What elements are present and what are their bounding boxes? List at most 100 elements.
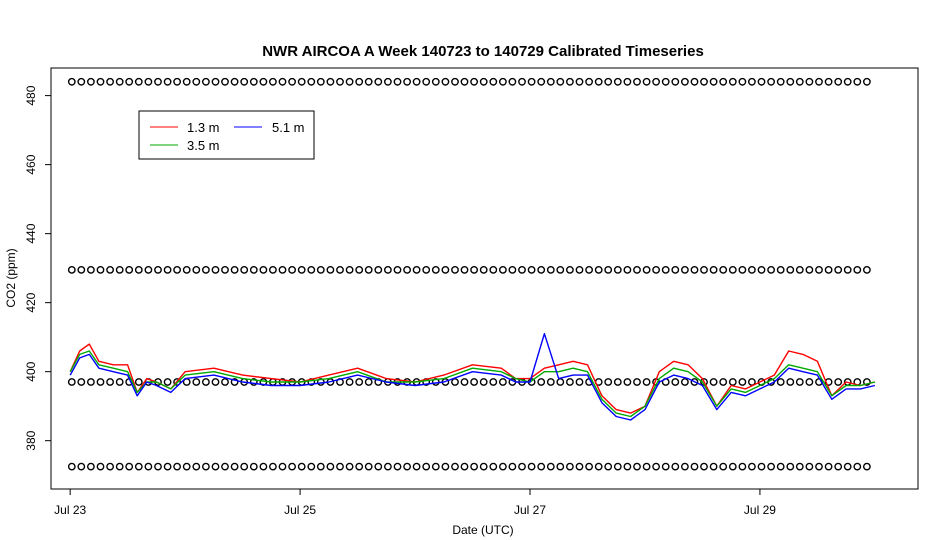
calibration-marker-2-27 bbox=[326, 265, 335, 274]
calibration-marker-2-60 bbox=[642, 265, 651, 274]
calibration-marker-3-79 bbox=[824, 77, 833, 86]
calibration-marker-3-76 bbox=[795, 77, 804, 86]
calibration-marker-0-1 bbox=[77, 462, 86, 471]
calibration-marker-2-45 bbox=[498, 265, 507, 274]
calibration-marker-3-40 bbox=[451, 77, 459, 86]
calibration-marker-3-62 bbox=[661, 77, 670, 86]
calibration-marker-2-5 bbox=[115, 265, 124, 274]
calibration-marker-0-2 bbox=[87, 462, 95, 471]
calibration-marker-0-64 bbox=[681, 462, 689, 471]
calibration-marker-1-29 bbox=[345, 378, 354, 386]
calibration-marker-1-17 bbox=[230, 378, 239, 386]
calibration-marker-2-47 bbox=[518, 265, 526, 274]
calibration-marker-1-70 bbox=[738, 378, 747, 386]
calibration-marker-0-35 bbox=[403, 462, 411, 471]
x-tick-label-0: Jul 23 bbox=[54, 503, 86, 517]
calibration-marker-2-76 bbox=[795, 265, 804, 274]
calibration-marker-1-67 bbox=[709, 378, 718, 386]
calibration-marker-3-67 bbox=[709, 77, 718, 86]
calibration-marker-0-9 bbox=[154, 462, 162, 471]
calibration-marker-2-23 bbox=[288, 265, 296, 274]
calibration-marker-2-59 bbox=[633, 265, 641, 274]
calibration-marker-2-38 bbox=[431, 265, 440, 274]
calibration-marker-3-11 bbox=[173, 77, 182, 86]
legend-label-3-5m: 3.5 m bbox=[187, 138, 220, 153]
calibration-marker-0-21 bbox=[268, 462, 277, 471]
calibration-marker-0-10 bbox=[163, 462, 172, 471]
calibration-marker-3-60 bbox=[642, 77, 651, 86]
calibration-marker-1-10 bbox=[163, 378, 172, 386]
calibration-marker-1-30 bbox=[355, 378, 364, 386]
calibration-marker-0-59 bbox=[633, 462, 641, 471]
calibration-marker-1-76 bbox=[795, 378, 804, 386]
calibration-marker-3-41 bbox=[460, 77, 469, 86]
calibration-marker-2-66 bbox=[700, 265, 708, 274]
calibration-marker-3-2 bbox=[87, 77, 95, 86]
calibration-marker-2-33 bbox=[383, 265, 392, 274]
calibration-marker-3-27 bbox=[326, 77, 335, 86]
calibration-marker-3-66 bbox=[700, 77, 708, 86]
calibration-marker-3-43 bbox=[479, 77, 488, 86]
calibration-marker-2-48 bbox=[527, 265, 536, 274]
calibration-marker-0-53 bbox=[575, 462, 584, 471]
calibration-marker-0-68 bbox=[719, 462, 728, 471]
calibration-marker-2-62 bbox=[661, 265, 670, 274]
calibration-marker-2-41 bbox=[460, 265, 469, 274]
calibration-marker-3-20 bbox=[259, 77, 268, 86]
calibration-marker-0-28 bbox=[336, 462, 344, 471]
calibration-marker-2-74 bbox=[776, 265, 785, 274]
calibration-marker-2-72 bbox=[757, 265, 766, 274]
calibration-marker-2-51 bbox=[556, 265, 565, 274]
calibration-marker-1-58 bbox=[623, 378, 632, 386]
calibration-marker-0-0 bbox=[67, 462, 76, 471]
calibration-marker-2-49 bbox=[537, 265, 546, 274]
calibration-marker-2-18 bbox=[240, 265, 249, 274]
calibration-marker-3-10 bbox=[163, 77, 172, 86]
calibration-marker-2-78 bbox=[815, 265, 823, 274]
calibration-marker-2-65 bbox=[690, 265, 699, 274]
calibration-marker-1-14 bbox=[201, 378, 210, 386]
calibration-marker-0-24 bbox=[297, 462, 306, 471]
calibration-marker-1-16 bbox=[221, 378, 229, 386]
calibration-marker-2-61 bbox=[652, 265, 660, 274]
calibration-marker-3-80 bbox=[834, 77, 843, 86]
calibration-marker-0-83 bbox=[863, 462, 871, 471]
calibration-marker-0-46 bbox=[508, 462, 517, 471]
calibration-marker-2-71 bbox=[748, 265, 756, 274]
calibration-marker-0-41 bbox=[460, 462, 469, 471]
calibration-marker-1-80 bbox=[834, 378, 843, 386]
calibration-marker-0-34 bbox=[393, 462, 402, 471]
calibration-marker-0-33 bbox=[383, 462, 392, 471]
calibration-marker-2-58 bbox=[623, 265, 632, 274]
calibration-marker-3-33 bbox=[383, 77, 392, 86]
calibration-marker-2-79 bbox=[824, 265, 833, 274]
calibration-marker-3-21 bbox=[268, 77, 277, 86]
calibration-marker-2-7 bbox=[134, 265, 143, 274]
calibration-marker-2-4 bbox=[106, 265, 115, 274]
calibration-marker-3-9 bbox=[154, 77, 162, 86]
calibration-marker-3-3 bbox=[96, 77, 105, 86]
legend: 1.3 m 5.1 m 3.5 m bbox=[138, 110, 315, 160]
calibration-marker-0-60 bbox=[642, 462, 651, 471]
calibration-marker-2-21 bbox=[268, 265, 277, 274]
calibration-marker-2-39 bbox=[441, 265, 450, 274]
calibration-marker-3-54 bbox=[585, 77, 593, 86]
calibration-marker-1-31 bbox=[364, 378, 373, 386]
calibration-marker-0-52 bbox=[566, 462, 574, 471]
calibration-marker-0-49 bbox=[537, 462, 546, 471]
calibration-marker-0-12 bbox=[182, 462, 191, 471]
calibration-marker-2-19 bbox=[249, 265, 258, 274]
calibration-marker-1-41 bbox=[460, 378, 469, 386]
calibration-marker-2-10 bbox=[163, 265, 172, 274]
calibration-marker-3-8 bbox=[144, 77, 153, 86]
calibration-marker-3-58 bbox=[623, 77, 632, 86]
calibration-marker-0-31 bbox=[364, 462, 373, 471]
calibration-marker-3-0 bbox=[67, 77, 76, 86]
y-tick-label-3: 440 bbox=[24, 223, 38, 243]
calibration-marker-2-68 bbox=[719, 265, 728, 274]
calibration-marker-2-15 bbox=[211, 265, 220, 274]
calibration-marker-3-74 bbox=[776, 77, 785, 86]
calibration-marker-0-11 bbox=[173, 462, 182, 471]
calibration-marker-0-6 bbox=[125, 462, 134, 471]
calibration-marker-0-37 bbox=[422, 462, 431, 471]
